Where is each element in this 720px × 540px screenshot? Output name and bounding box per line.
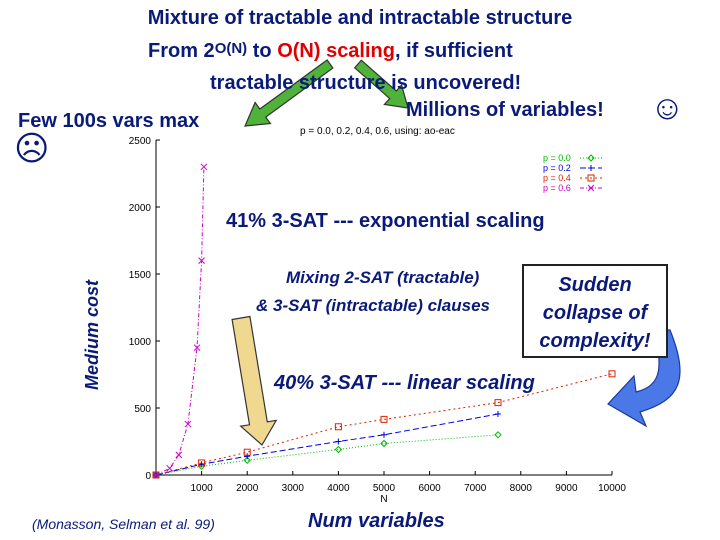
linear-scaling-note: 40% 3-SAT --- linear scaling bbox=[274, 372, 535, 394]
title-exponent: O(N) bbox=[214, 40, 248, 57]
data-point bbox=[193, 344, 201, 352]
x-axis-label: Num variables bbox=[308, 510, 445, 532]
y-tick-label: 1500 bbox=[129, 270, 152, 281]
legend-marker bbox=[588, 165, 594, 171]
series-line-0 bbox=[155, 434, 499, 476]
callout-line: collapse of bbox=[542, 302, 648, 324]
data-point bbox=[335, 438, 342, 445]
title-line-2: From 2O(N) to O(N) scaling, if sufficien… bbox=[148, 40, 513, 63]
legend-label: p = 0.4 bbox=[543, 173, 571, 183]
data-point bbox=[200, 163, 208, 171]
y-tick-label: 1000 bbox=[129, 337, 152, 348]
x-tick-label: 1000 bbox=[190, 483, 213, 494]
x-tick-label: 8000 bbox=[510, 483, 533, 494]
x-tick-label: 3000 bbox=[282, 483, 305, 494]
x-tick-label: 7000 bbox=[464, 483, 487, 494]
legend-marker bbox=[587, 154, 595, 162]
few-vars-note: Few 100s vars max bbox=[18, 110, 200, 132]
series-line-1 bbox=[155, 413, 499, 476]
title-line-2-mid: to bbox=[247, 40, 278, 62]
data-point bbox=[243, 448, 251, 456]
data-point bbox=[494, 399, 502, 407]
x-tick-label: 10000 bbox=[598, 483, 626, 494]
smile-face-icon: ☺ bbox=[650, 89, 685, 127]
data-point bbox=[334, 445, 343, 454]
data-point bbox=[608, 370, 616, 378]
x-tick-label: 5000 bbox=[373, 483, 396, 494]
data-point bbox=[244, 453, 251, 460]
y-axis-label: Medium cost bbox=[82, 279, 102, 390]
title-line-1: Mixture of tractable and intractable str… bbox=[147, 7, 573, 29]
millions-note: Millions of variables! bbox=[406, 99, 604, 121]
callout-line: complexity! bbox=[539, 330, 651, 352]
data-point bbox=[494, 431, 502, 439]
data-point bbox=[152, 471, 160, 479]
citation: (Monasson, Selman et al. 99) bbox=[32, 516, 215, 532]
mixing-note-line-2: & 3-SAT (intractable) clauses bbox=[256, 296, 490, 315]
legend-label: p = 0.2 bbox=[543, 163, 571, 173]
data-point bbox=[380, 415, 388, 423]
y-tick-label: 0 bbox=[145, 471, 151, 482]
legend-label: p = 0.0 bbox=[543, 153, 571, 163]
y-tick-label: 500 bbox=[134, 404, 151, 415]
data-point bbox=[175, 451, 183, 459]
data-point bbox=[381, 431, 387, 438]
data-point bbox=[198, 257, 205, 264]
y-tick-label: 2500 bbox=[129, 136, 152, 147]
collapse-callout: Sudden collapse of complexity! bbox=[522, 264, 668, 358]
x-tick-label: 6000 bbox=[418, 483, 441, 494]
title-line-3: tractable structure is uncovered! bbox=[210, 72, 522, 94]
series-line-2 bbox=[155, 373, 613, 476]
arrow-to-few-vars bbox=[244, 59, 334, 127]
callout-line: Sudden bbox=[558, 274, 632, 296]
legend-marker bbox=[587, 184, 595, 192]
title-line-2-prefix: From 2 bbox=[148, 40, 215, 62]
y-tick-label: 2000 bbox=[129, 203, 152, 214]
data-point bbox=[166, 464, 174, 472]
arrow-to-millions bbox=[353, 59, 409, 109]
title-highlight: O(N) scaling bbox=[277, 40, 395, 62]
series-line-3 bbox=[155, 166, 205, 476]
mixing-note-line-1: Mixing 2-SAT (tractable) bbox=[286, 268, 480, 287]
data-point bbox=[495, 411, 501, 418]
x-axis-letter: N bbox=[380, 494, 387, 505]
exponential-scaling-note: 41% 3-SAT --- exponential scaling bbox=[226, 210, 545, 232]
legend-label: p = 0.6 bbox=[543, 183, 571, 193]
frown-face-icon: ☹ bbox=[14, 130, 50, 168]
data-point bbox=[380, 439, 388, 448]
plot-title: p = 0.0, 0.2, 0.4, 0.6, using: ao-eac bbox=[300, 126, 455, 137]
data-point bbox=[243, 456, 251, 464]
x-tick-label: 4000 bbox=[327, 483, 350, 494]
legend-marker bbox=[587, 174, 595, 182]
x-tick-label: 2000 bbox=[236, 483, 259, 494]
data-point bbox=[197, 462, 206, 470]
arrow-to-linear-curve bbox=[231, 315, 278, 446]
data-point bbox=[152, 471, 160, 479]
x-tick-label: 9000 bbox=[555, 483, 578, 494]
data-point bbox=[334, 423, 342, 431]
title-line-2-suffix: , if sufficient bbox=[394, 40, 513, 62]
data-point bbox=[198, 459, 206, 467]
data-point bbox=[184, 420, 192, 428]
